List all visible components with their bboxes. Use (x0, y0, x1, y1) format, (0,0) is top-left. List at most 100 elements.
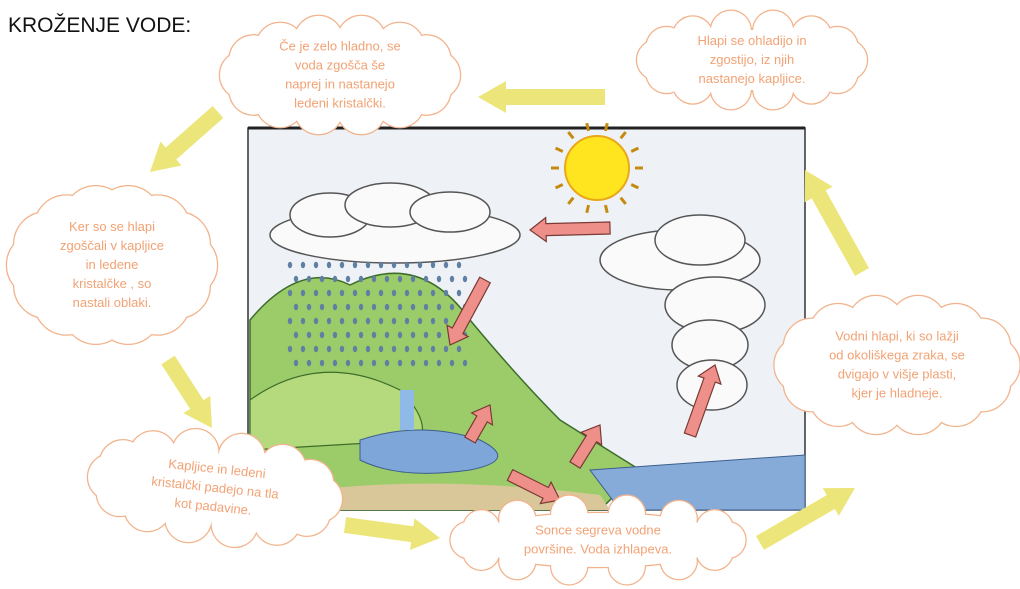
raindrop (333, 276, 337, 282)
raindrop (372, 276, 376, 282)
cloud-text: površine. Voda izhlapeva. (524, 542, 672, 557)
raindrop (359, 304, 363, 310)
raindrop (444, 346, 448, 352)
cloud-text: zgostijo, iz njih (710, 52, 795, 67)
raindrop (457, 290, 461, 296)
raindrop (379, 262, 383, 268)
cloud-text: od okoliškega zraka, se (829, 348, 965, 363)
raindrop (450, 276, 454, 282)
raindrop (333, 332, 337, 338)
sun-ray (587, 205, 589, 213)
raindrop (359, 332, 363, 338)
yellow-arrow (150, 106, 223, 172)
raindrop (411, 360, 415, 366)
raindrop (301, 262, 305, 268)
raindrop (398, 276, 402, 282)
raindrop (457, 262, 461, 268)
cloud-text: Sonce segreva vodne (535, 523, 661, 538)
raindrop (437, 360, 441, 366)
raindrop (307, 332, 311, 338)
raindrop (307, 276, 311, 282)
raindrop (450, 304, 454, 310)
raindrop (379, 346, 383, 352)
raindrop (385, 360, 389, 366)
raindrop (340, 318, 344, 324)
raindrop (327, 290, 331, 296)
raindrop (372, 332, 376, 338)
raindrop (411, 332, 415, 338)
cloud-text: kjer je hladneje. (851, 386, 942, 401)
yellow-arrow (805, 170, 869, 276)
page: KROŽENJE VODE: Če je zelo hladno (0, 0, 1020, 589)
raindrop (418, 290, 422, 296)
raindrop (424, 332, 428, 338)
raindrop (366, 290, 370, 296)
raindrop (405, 318, 409, 324)
cloud-text: Hlapi se ohladijo in (697, 33, 806, 48)
cloud-fill (469, 513, 728, 567)
raindrop (301, 318, 305, 324)
raindrop (366, 262, 370, 268)
raindrop (392, 318, 396, 324)
raindrop (431, 318, 435, 324)
raindrop (307, 304, 311, 310)
raindrop (431, 290, 435, 296)
raindrop (327, 262, 331, 268)
sun-ray (587, 123, 589, 131)
raindrop (314, 290, 318, 296)
title: KROŽENJE VODE: (8, 14, 191, 37)
raindrop (372, 304, 376, 310)
raindrop (424, 304, 428, 310)
raindrop (320, 360, 324, 366)
raindrop (320, 276, 324, 282)
raindrop (444, 290, 448, 296)
raindrop (418, 318, 422, 324)
raindrop (288, 262, 292, 268)
cloud-text: Vodni hlapi, ki so lažji (835, 329, 959, 344)
raindrop (437, 276, 441, 282)
cloud-text: Če je zelo hladno, se (279, 39, 400, 54)
raindrop (405, 262, 409, 268)
raindrop (418, 262, 422, 268)
raindrop (346, 304, 350, 310)
cloud-text: zgoščali v kapljice (60, 238, 164, 253)
yellow-arrow (161, 356, 212, 428)
raindrop (405, 346, 409, 352)
raindrop (333, 360, 337, 366)
raindrop (398, 304, 402, 310)
raindrop (411, 304, 415, 310)
raindrop (366, 318, 370, 324)
raindrop (359, 276, 363, 282)
raindrop (437, 304, 441, 310)
raindrop (320, 332, 324, 338)
yellow-arrow (478, 81, 605, 113)
raindrop (431, 262, 435, 268)
raindrop (353, 290, 357, 296)
raindrop (340, 290, 344, 296)
raindrop (288, 346, 292, 352)
raindrop (346, 332, 350, 338)
raindrop (379, 290, 383, 296)
raindrop (431, 346, 435, 352)
waterfall (400, 390, 414, 430)
text-cloud: Ker so se hlapizgoščali v kapljicein led… (7, 186, 217, 344)
cloud-text: voda zgošča še (295, 58, 385, 73)
raindrop (288, 290, 292, 296)
raindrop (340, 346, 344, 352)
raindrop (307, 360, 311, 366)
raindrop (450, 360, 454, 366)
raindrop (463, 276, 467, 282)
raindrop (314, 318, 318, 324)
raindrop (301, 346, 305, 352)
cloud-text: dvigajo v višje plasti, (838, 367, 957, 382)
raindrop (301, 290, 305, 296)
illustration (248, 123, 805, 510)
raindrop (353, 318, 357, 324)
raindrop (424, 276, 428, 282)
raindrop (327, 318, 331, 324)
cloud-text: nastanejo kapljice. (699, 71, 806, 86)
raindrop (392, 290, 396, 296)
raindrop (353, 262, 357, 268)
raindrop (294, 360, 298, 366)
